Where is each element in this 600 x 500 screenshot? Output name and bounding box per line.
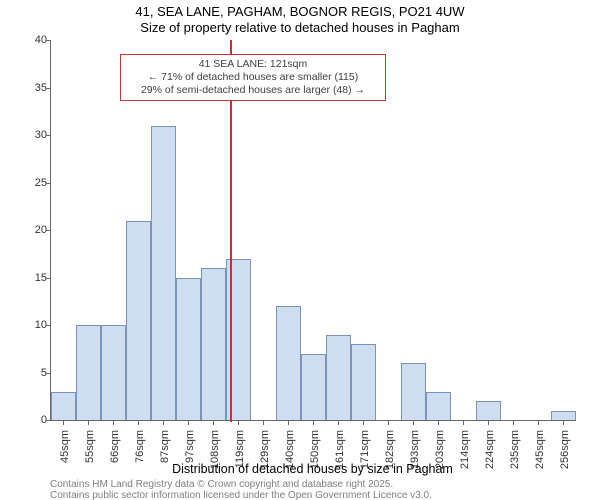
y-tick-mark [46, 40, 51, 41]
y-tick-mark [46, 373, 51, 374]
histogram-bar [476, 401, 501, 420]
x-tick-mark [113, 420, 114, 425]
chart-container: 41, SEA LANE, PAGHAM, BOGNOR REGIS, PO21… [0, 0, 600, 500]
histogram-bar [76, 325, 101, 420]
title-line-2: Size of property relative to detached ho… [0, 20, 600, 35]
histogram-bar [351, 344, 376, 420]
x-tick-mark [238, 420, 239, 425]
y-tick-mark [46, 183, 51, 184]
histogram-bar [401, 363, 426, 420]
histogram-bar [326, 335, 351, 421]
x-tick-mark [413, 420, 414, 425]
histogram-bar [426, 392, 451, 421]
histogram-bar [301, 354, 326, 421]
y-tick-mark [46, 88, 51, 89]
x-tick-mark [88, 420, 89, 425]
histogram-bar [276, 306, 301, 420]
x-tick-mark [163, 420, 164, 425]
y-tick-label: 10 [7, 319, 47, 331]
callout-box: 41 SEA LANE: 121sqm ← 71% of detached ho… [120, 54, 386, 101]
x-tick-mark [313, 420, 314, 425]
histogram-bar [551, 411, 576, 421]
y-tick-label: 15 [7, 272, 47, 284]
y-tick-mark [46, 420, 51, 421]
histogram-bar [176, 278, 201, 421]
x-tick-mark [438, 420, 439, 425]
histogram-bar [126, 221, 151, 421]
callout-line-1: 41 SEA LANE: 121sqm [127, 58, 379, 71]
title-line-1: 41, SEA LANE, PAGHAM, BOGNOR REGIS, PO21… [0, 4, 600, 19]
x-tick-mark [563, 420, 564, 425]
x-tick-mark [338, 420, 339, 425]
footer-line-2: Contains public sector information licen… [50, 490, 432, 500]
x-tick-mark [388, 420, 389, 425]
x-tick-mark [213, 420, 214, 425]
x-tick-mark [263, 420, 264, 425]
x-tick-mark [63, 420, 64, 425]
y-tick-mark [46, 278, 51, 279]
x-tick-mark [488, 420, 489, 425]
y-tick-mark [46, 325, 51, 326]
histogram-bar [201, 268, 226, 420]
histogram-bar [51, 392, 76, 421]
histogram-bar [151, 126, 176, 421]
x-tick-mark [188, 420, 189, 425]
x-tick-mark [463, 420, 464, 425]
y-tick-label: 0 [7, 414, 47, 426]
y-tick-label: 20 [7, 224, 47, 236]
y-tick-mark [46, 230, 51, 231]
x-tick-mark [513, 420, 514, 425]
y-tick-label: 5 [7, 367, 47, 379]
y-tick-mark [46, 135, 51, 136]
footer-line-1: Contains HM Land Registry data © Crown c… [50, 479, 393, 490]
x-tick-mark [138, 420, 139, 425]
y-tick-label: 25 [7, 177, 47, 189]
y-tick-label: 35 [7, 82, 47, 94]
x-tick-mark [288, 420, 289, 425]
callout-line-2: ← 71% of detached houses are smaller (11… [127, 71, 379, 84]
callout-line-3: 29% of semi-detached houses are larger (… [127, 84, 379, 97]
x-axis-title: Distribution of detached houses by size … [50, 462, 575, 476]
y-tick-label: 40 [7, 34, 47, 46]
x-tick-mark [538, 420, 539, 425]
histogram-bar [101, 325, 126, 420]
y-tick-label: 30 [7, 129, 47, 141]
x-tick-mark [363, 420, 364, 425]
